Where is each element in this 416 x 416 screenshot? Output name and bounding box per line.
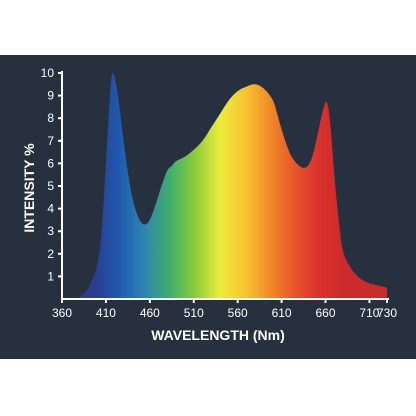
y-axis-ticks: 1 2 3 4 5 6 7 8 9 10 [41,66,62,283]
y-tick-label: 4 [47,202,54,216]
y-tick-label: 9 [47,89,54,103]
y-tick-label: 10 [41,66,55,80]
x-tick-label: 730 [377,306,397,320]
x-tick-label: 410 [96,306,116,320]
x-tick-label: 660 [315,306,335,320]
y-tick-label: 8 [47,111,54,125]
y-tick-label: 6 [47,156,54,170]
x-tick-label: 360 [52,306,72,320]
y-tick-label: 3 [47,224,54,238]
y-tick-label: 2 [47,247,54,261]
x-tick-label: 710 [359,306,379,320]
y-tick-label: 1 [47,269,54,283]
spectrum-area [79,72,387,300]
x-tick-label: 610 [272,306,292,320]
y-axis-label: INTENSITY % [21,143,37,233]
x-tick-label: 560 [228,306,248,320]
y-tick-label: 7 [47,134,54,148]
x-tick-label: 460 [140,306,160,320]
x-tick-label: 510 [184,306,204,320]
x-axis-label: WAVELENGTH (Nm) [151,327,285,343]
y-tick-label: 5 [47,179,54,193]
